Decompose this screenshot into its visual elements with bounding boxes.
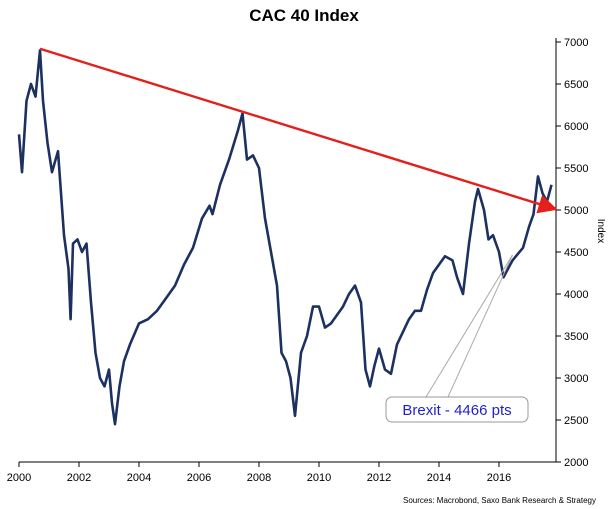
y-tick-label: 3000 — [564, 373, 588, 385]
callout-box — [385, 396, 529, 423]
x-tick-label: 2008 — [247, 472, 271, 484]
x-tick-label: 2010 — [307, 472, 331, 484]
y-axis-label: Index — [595, 219, 606, 243]
x-tick-label: 2006 — [187, 472, 211, 484]
y-tick-label: 6000 — [564, 121, 588, 133]
y-tick-label: 5500 — [564, 163, 588, 175]
y-tick-label: 5000 — [564, 205, 588, 217]
x-tick-label: 2002 — [67, 472, 91, 484]
x-tick-label: 2000 — [7, 472, 31, 484]
callout-pointer — [425, 254, 513, 398]
y-tick-label: 7000 — [564, 37, 588, 49]
series-line — [17, 49, 553, 426]
chart-title: CAC 40 Index — [249, 6, 359, 25]
y-tick-label: 2000 — [564, 457, 588, 469]
x-tick-label: 2012 — [367, 472, 391, 484]
x-tick-label: 2004 — [127, 472, 151, 484]
y-tick-label: 4000 — [564, 289, 588, 301]
x-tick-label: 2014 — [427, 472, 451, 484]
y-tick-label: 2500 — [564, 415, 588, 427]
callout-text: Brexit - 4466 pts — [402, 402, 511, 419]
trendline-arrow — [39, 47, 558, 214]
callout-pointer — [447, 254, 513, 398]
x-tick-label: 2016 — [487, 472, 511, 484]
y-tick-label: 6500 — [564, 79, 588, 91]
y-tick-label: 4500 — [564, 247, 588, 259]
source-note: Sources: Macrobond, Saxo Bank Research &… — [403, 496, 596, 505]
y-tick-label: 3500 — [564, 331, 588, 343]
